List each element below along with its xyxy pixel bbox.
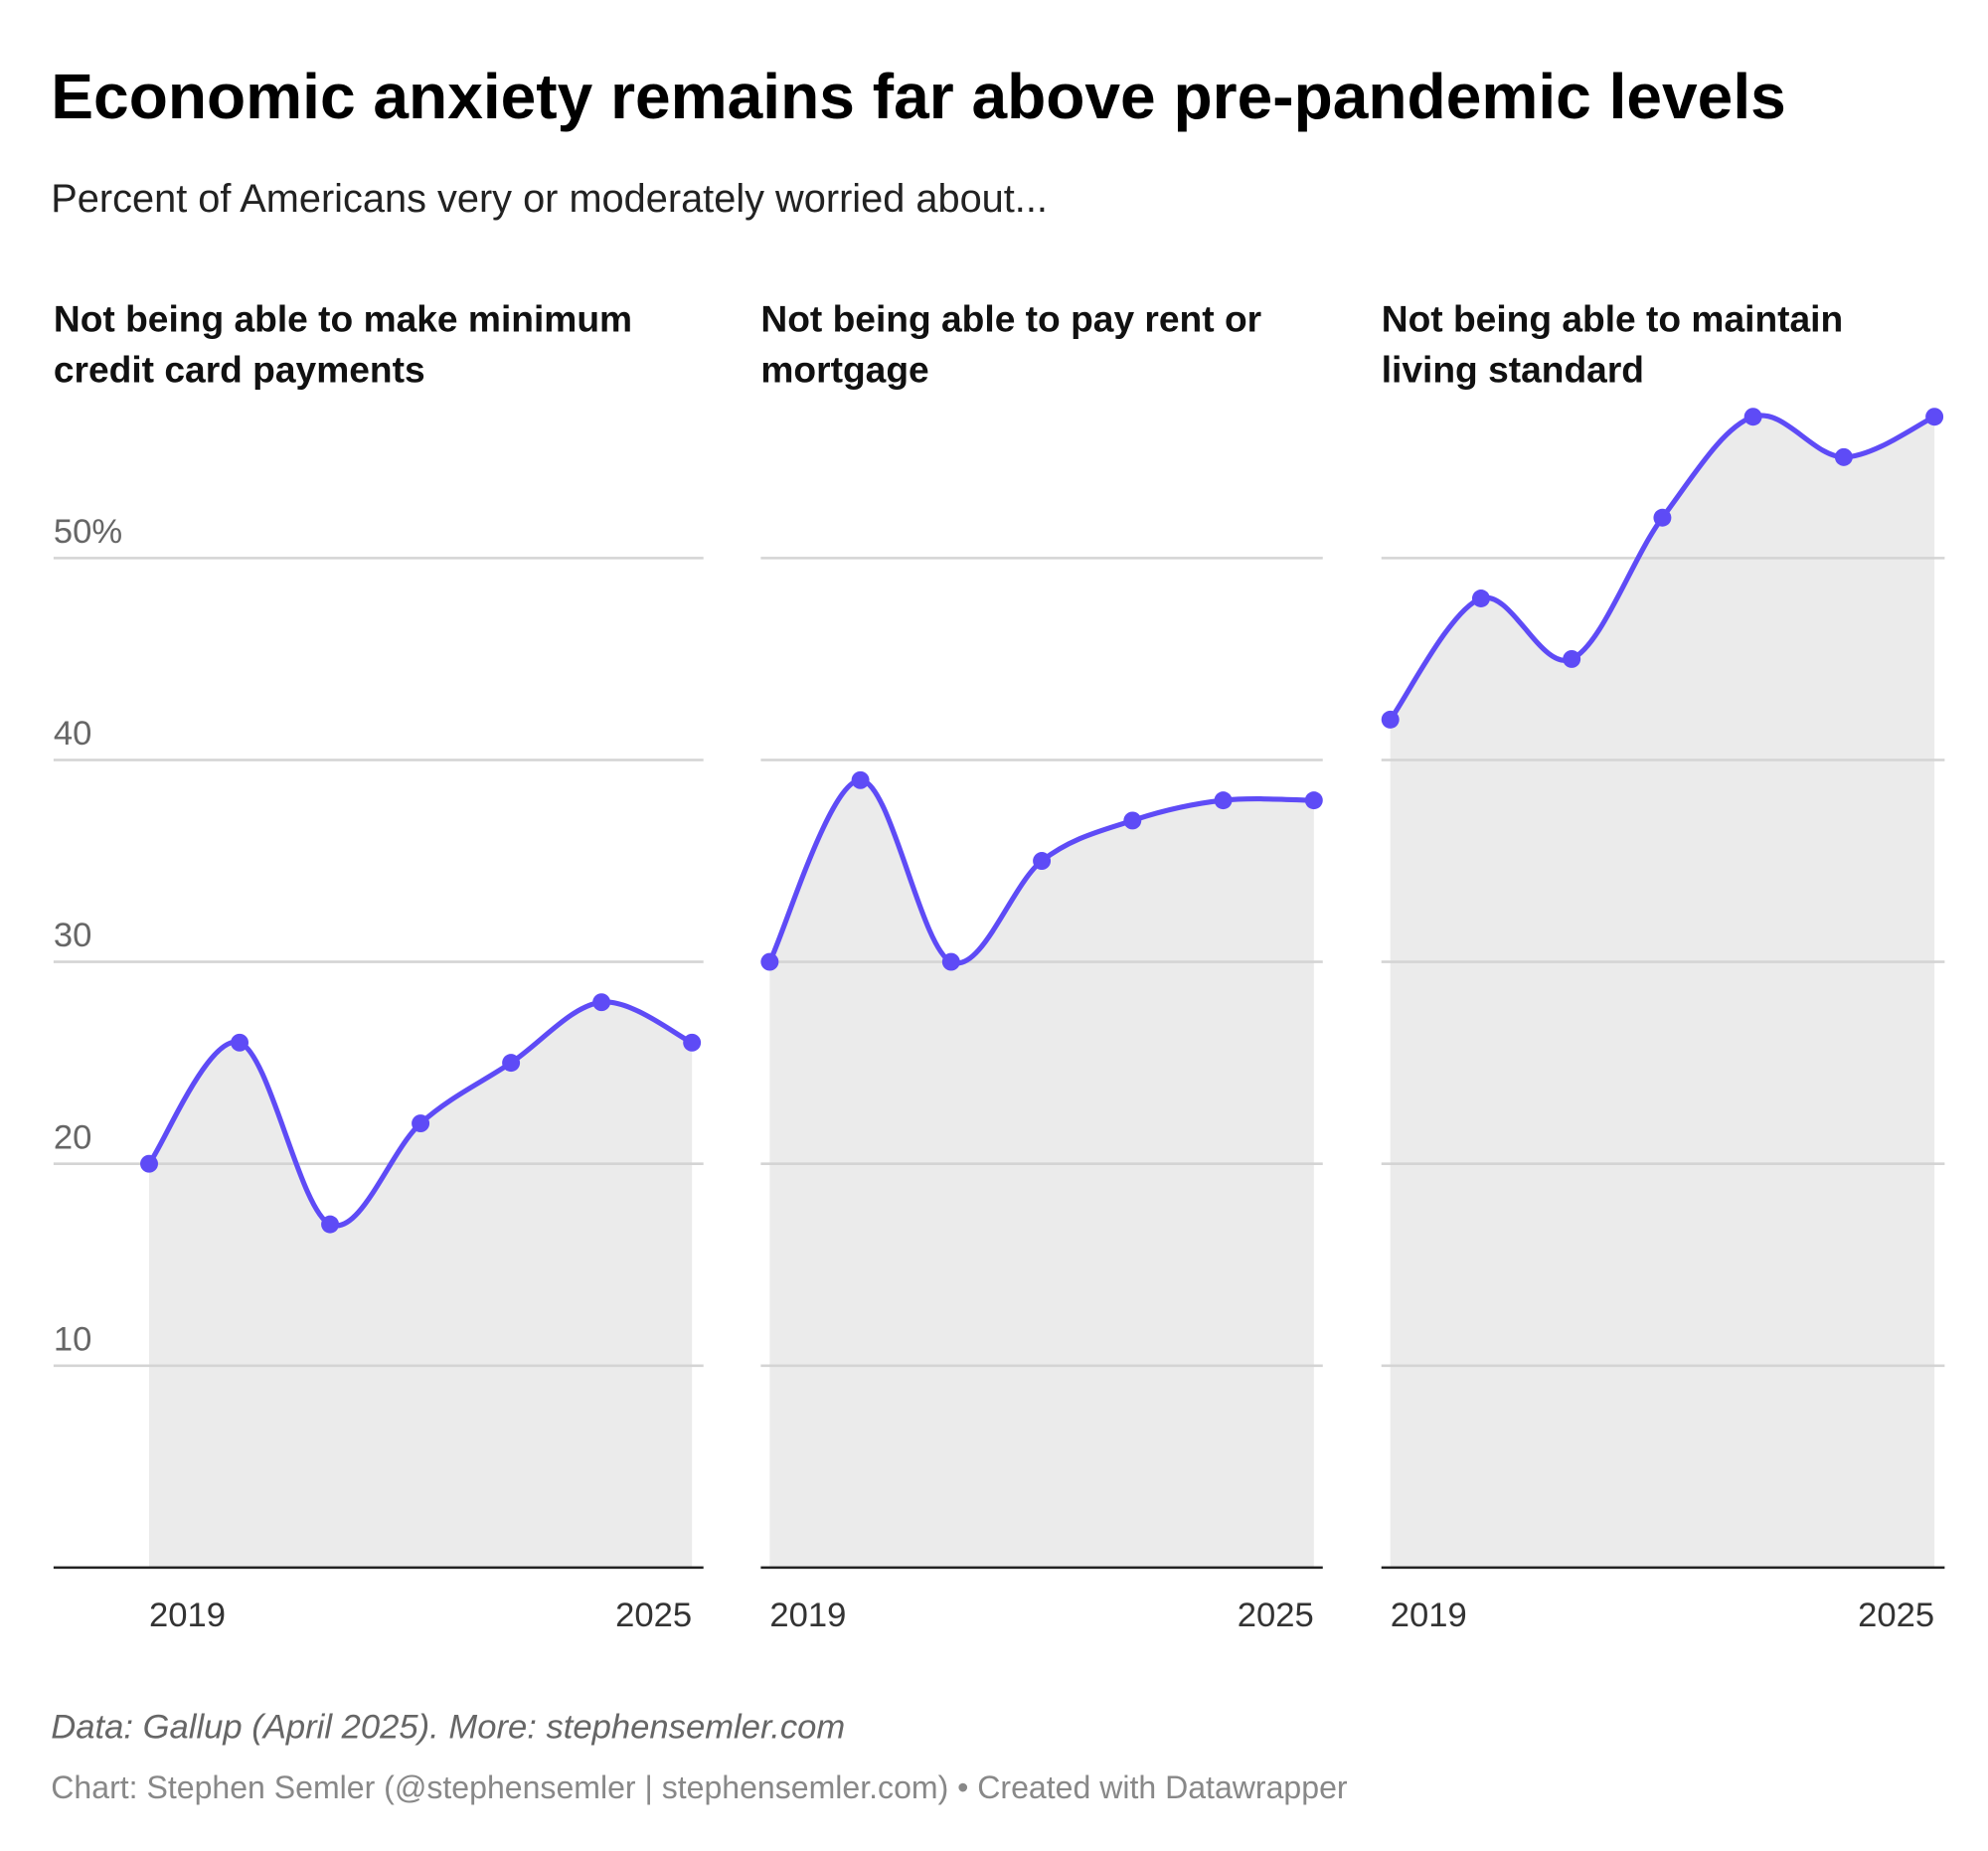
point: [502, 1054, 521, 1073]
y-tick-label: 20: [54, 1118, 91, 1156]
x-tick-label: 2025: [1858, 1597, 1934, 1634]
panel-title: mortgage: [760, 349, 928, 391]
point: [1834, 447, 1853, 466]
panel-title: Not being able to make minimum: [54, 297, 632, 339]
y-tick-label: 40: [54, 715, 91, 753]
point: [851, 770, 870, 789]
source-note: Data: Gallup (April 2025). More: stephen…: [51, 1709, 845, 1747]
x-tick-label: 2019: [1391, 1597, 1467, 1634]
point: [1214, 791, 1233, 810]
point: [1033, 852, 1052, 871]
x-tick-label: 2019: [149, 1597, 226, 1634]
point: [941, 952, 960, 971]
point: [140, 1154, 158, 1173]
point: [1381, 710, 1400, 729]
point: [1653, 508, 1672, 527]
panel-title: Not being able to pay rent or: [760, 297, 1261, 339]
line: [767, 777, 1314, 966]
point: [321, 1215, 340, 1234]
area: [1390, 415, 1935, 1568]
point: [1471, 589, 1490, 607]
area: [149, 1001, 693, 1568]
point: [1563, 649, 1581, 668]
point: [1304, 791, 1323, 810]
panel-title: credit card payments: [54, 349, 425, 391]
panel-title: living standard: [1382, 349, 1644, 391]
y-tick-label: 50%: [54, 513, 122, 551]
area: [769, 779, 1314, 1568]
y-tick-label: 10: [54, 1320, 91, 1358]
x-tick-label: 2025: [615, 1597, 692, 1634]
point: [1925, 408, 1944, 426]
credit-note: Chart: Stephen Semler (@stephensemler | …: [51, 1769, 1348, 1805]
chart-subtitle: Percent of Americans very or moderately …: [51, 177, 1048, 221]
point: [760, 952, 779, 971]
panel-title: Not being able to maintain: [1382, 297, 1843, 339]
point: [1743, 408, 1762, 426]
point: [683, 1033, 702, 1052]
point: [592, 993, 611, 1012]
point: [412, 1114, 430, 1133]
chart-title: Economic anxiety remains far above pre-p…: [51, 61, 1785, 132]
x-tick-label: 2025: [1238, 1597, 1314, 1634]
point: [231, 1033, 249, 1052]
y-tick-label: 30: [54, 917, 91, 954]
point: [1123, 811, 1142, 830]
x-tick-label: 2019: [769, 1597, 846, 1634]
